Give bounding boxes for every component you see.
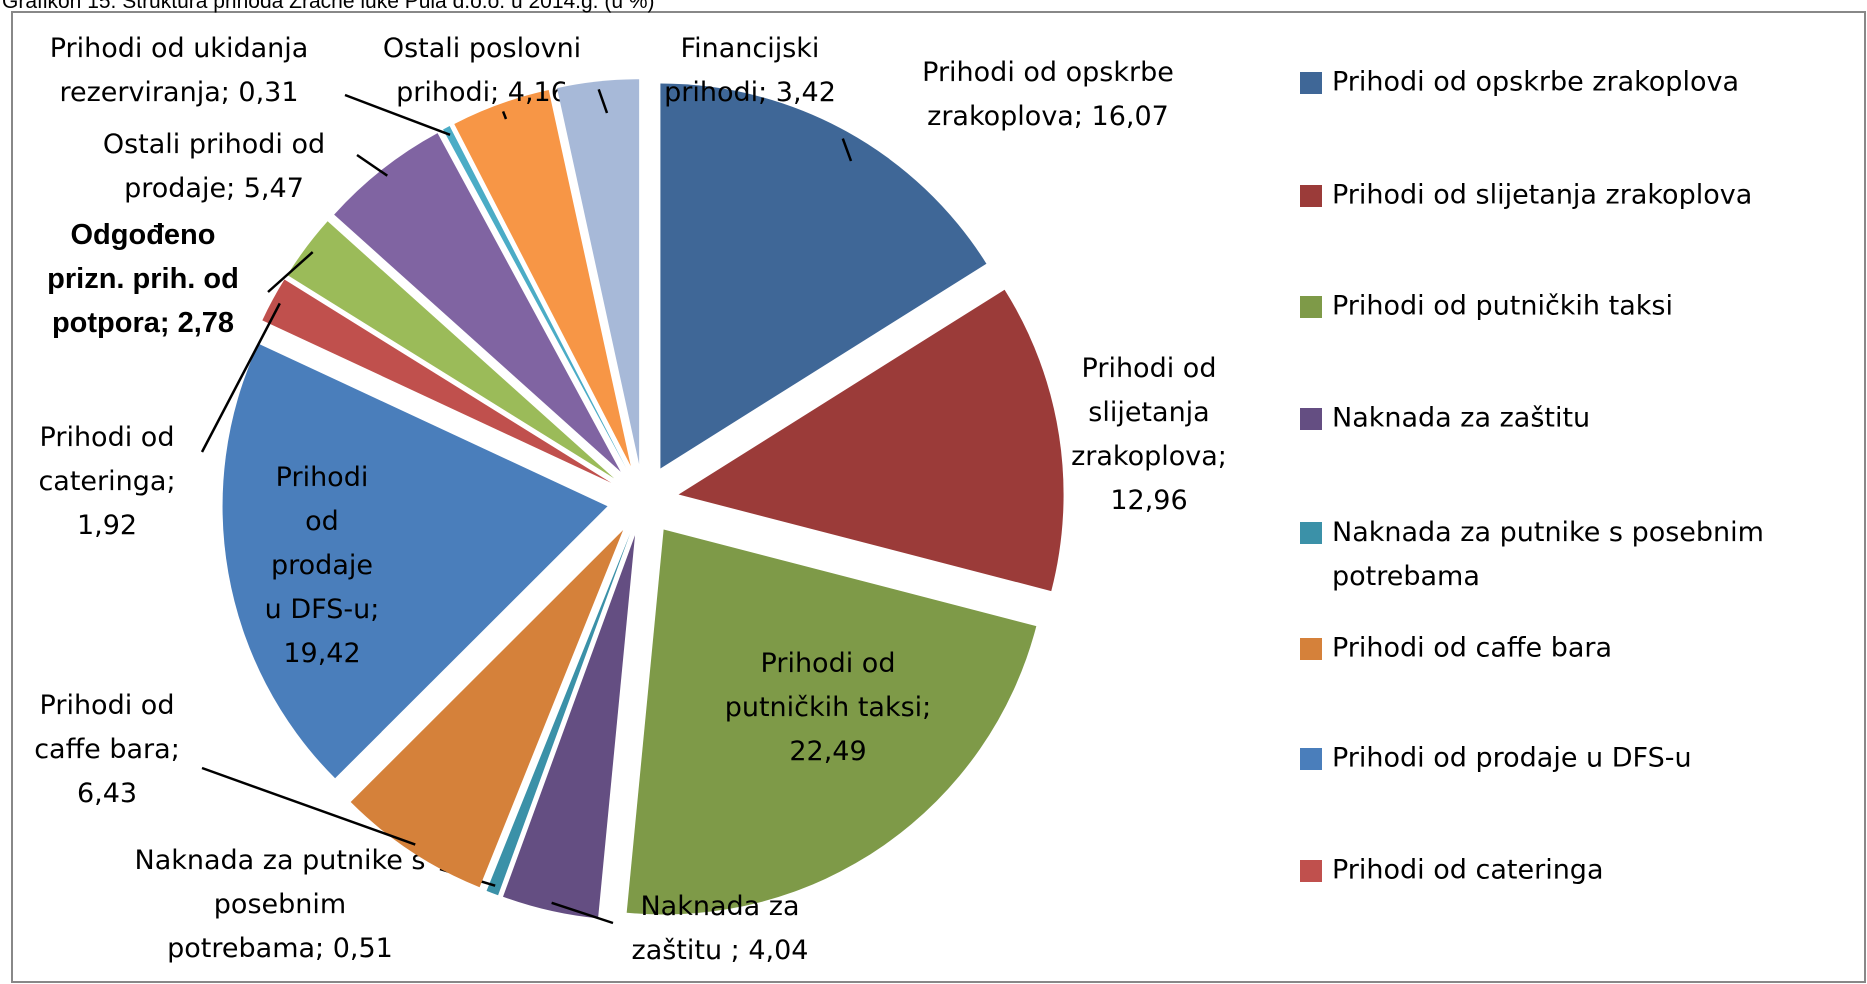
pie-slice — [660, 83, 987, 469]
pie-slice — [443, 126, 627, 469]
data-label: Financijski prihodi; 3,42 — [664, 33, 836, 108]
legend-swatch — [1300, 522, 1322, 544]
pie-slice — [350, 530, 624, 888]
legend-label: Prihodi od slijetanja zrakoplova — [1332, 180, 1752, 211]
pie-slice — [678, 289, 1064, 592]
pie-slice — [486, 533, 631, 896]
pie-slice — [454, 89, 631, 467]
data-label: Odgođeno prizn. prih. od potpora; 2,78 — [47, 219, 239, 339]
pie-slice — [222, 343, 608, 779]
leader-line — [597, 88, 609, 114]
data-label: Prihodi od opskrbe zrakoplova; 16,07 — [922, 57, 1174, 132]
leader-line — [201, 766, 416, 846]
pie-slice — [626, 529, 1037, 915]
data-label: Prihodi od caffe bara; 6,43 — [34, 690, 180, 809]
pie-slice — [334, 133, 621, 472]
data-label: Prihodi od cateringa; 1,92 — [38, 422, 175, 541]
legend-label: Prihodi od cateringa — [1332, 855, 1604, 886]
legend-label: Naknada za zaštitu — [1332, 403, 1590, 434]
chart-title: Grafikon 15. Struktura prihoda Zračne lu… — [2, 0, 655, 13]
leader-line — [200, 302, 281, 453]
leader-line — [267, 251, 314, 293]
data-label: Prihodi od ukidanja rezerviranja; 0,31 — [50, 33, 309, 108]
leader-line — [551, 901, 614, 925]
legend-label: Prihodi od putničkih taksi — [1332, 291, 1673, 322]
legend-swatch — [1300, 748, 1322, 770]
data-label: Prihodi od prodaje u DFS-u; 19,42 — [265, 462, 380, 669]
legend-label: Prihodi od prodaje u DFS-u — [1332, 743, 1692, 774]
pie-slice — [503, 535, 636, 919]
legend-swatch — [1300, 408, 1322, 430]
legend-swatch — [1300, 72, 1322, 94]
data-label: Prihodi od putničkih taksi; 22,49 — [725, 648, 932, 767]
leader-line — [344, 93, 451, 137]
legend-label: Prihodi od caffe bara — [1332, 633, 1612, 664]
pie-slice — [262, 279, 612, 483]
legend-swatch — [1300, 185, 1322, 207]
legend-label: Prihodi od opskrbe zrakoplova — [1332, 67, 1739, 98]
pie-slice — [287, 221, 615, 479]
data-label: Ostali poslovni prihodi; 4,16 — [383, 33, 581, 108]
legend-label: Naknada za putnike s posebnim potrebama — [1332, 517, 1764, 592]
pie-slice — [557, 79, 640, 465]
data-label: Ostali prihodi od prodaje; 5,47 — [103, 129, 325, 204]
leader-line — [356, 153, 388, 177]
leader-line — [841, 138, 853, 162]
legend-swatch — [1300, 638, 1322, 660]
leader-line — [501, 110, 508, 120]
data-label: Naknada za putnike s posebnim potrebama; 0… — [135, 845, 426, 964]
data-label: Prihodi od slijetanja zrakoplova; 12,96 — [1071, 353, 1227, 516]
data-label: Naknada za zaštitu ; 4,04 — [632, 891, 809, 966]
legend-swatch — [1300, 860, 1322, 882]
legend-swatch — [1300, 296, 1322, 318]
